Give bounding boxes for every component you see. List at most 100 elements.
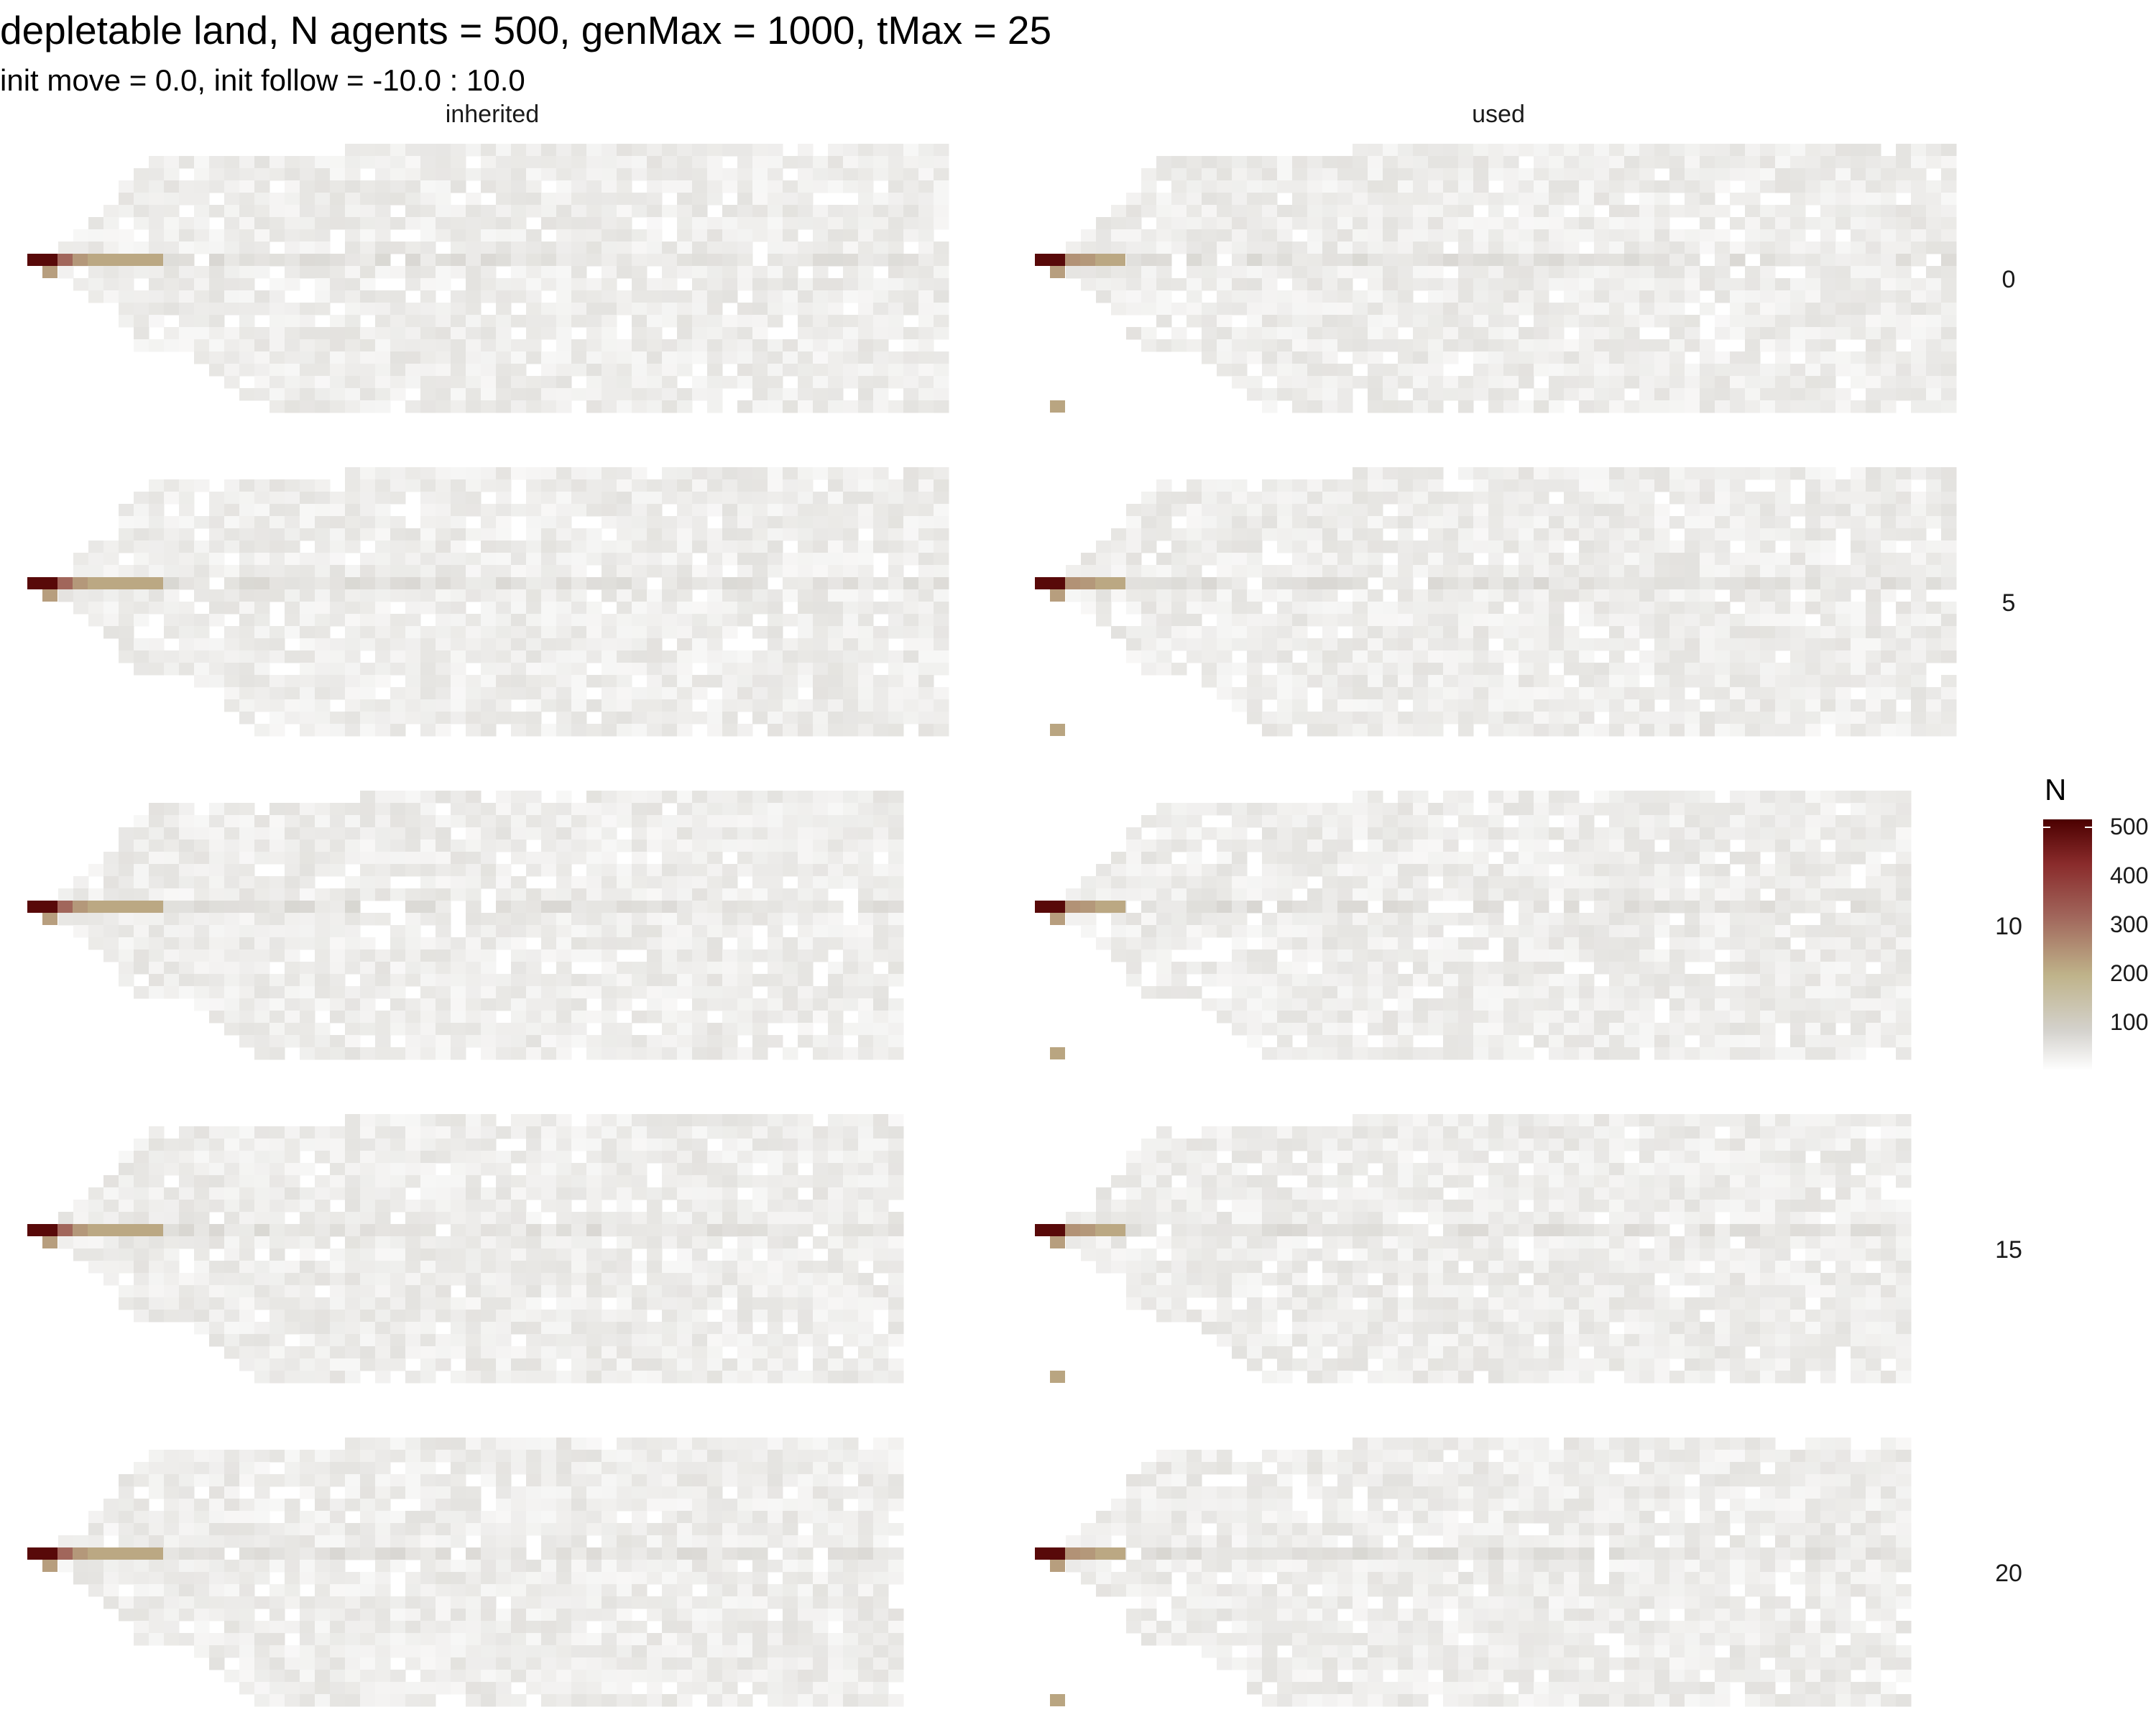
heatmap-cell	[1639, 699, 1655, 712]
heatmap-cell	[1473, 479, 1489, 492]
heatmap-cell	[451, 675, 466, 688]
heatmap-cell	[466, 193, 482, 206]
heatmap-cell	[1579, 144, 1595, 157]
heatmap-cell-high	[1035, 254, 1067, 266]
heatmap-cell	[1156, 278, 1172, 291]
heatmap-cell	[1503, 266, 1519, 279]
heatmap-cell	[1534, 516, 1549, 529]
heatmap-cell	[466, 376, 482, 389]
heatmap-cell	[1624, 364, 1640, 377]
heatmap-cell	[164, 266, 180, 279]
heatmap-cell	[1413, 217, 1429, 230]
heatmap-cell	[737, 589, 753, 602]
heatmap-cell	[888, 876, 904, 889]
heatmap-cell	[1292, 614, 1308, 627]
heatmap-cell	[164, 864, 180, 877]
heatmap-cell	[1428, 650, 1444, 663]
heatmap-cell	[405, 815, 421, 828]
heatmap-cell	[888, 663, 904, 676]
heatmap-cell	[1398, 577, 1414, 590]
heatmap-cell	[1202, 650, 1217, 663]
heatmap-cell	[1428, 266, 1444, 279]
heatmap-cell	[1669, 687, 1685, 700]
heatmap-cell	[194, 229, 210, 242]
heatmap-cell	[1156, 156, 1172, 169]
heatmap-cell	[164, 937, 180, 950]
heatmap-cell	[632, 626, 648, 639]
heatmap-cell	[1217, 528, 1233, 541]
heatmap-cell	[1262, 400, 1278, 413]
heatmap-cell	[1790, 144, 1806, 157]
heatmap-cell	[571, 675, 587, 688]
heatmap-cell	[768, 467, 783, 480]
heatmap-cell	[481, 327, 497, 340]
heatmap-cell	[677, 565, 693, 578]
heatmap-cell	[119, 614, 134, 627]
heatmap-cell	[1926, 492, 1942, 505]
heatmap-cell	[571, 303, 587, 316]
heatmap-cell	[571, 724, 587, 737]
heatmap-cell	[134, 327, 149, 340]
heatmap-cell	[1881, 229, 1897, 242]
heatmap-cell	[239, 266, 255, 279]
heatmap-cell	[1594, 290, 1610, 303]
heatmap-cell	[752, 553, 768, 566]
heatmap-cell	[1398, 290, 1414, 303]
heatmap-cell	[1398, 364, 1414, 377]
heatmap-cell	[1700, 602, 1715, 615]
heatmap-cell	[828, 339, 844, 352]
heatmap-cell	[541, 638, 557, 651]
heatmap-cell	[1428, 205, 1444, 218]
heatmap-cell	[1428, 400, 1444, 413]
heatmap-cell	[1911, 687, 1927, 700]
heatmap-cell	[1337, 553, 1353, 566]
heatmap-cell	[873, 638, 889, 651]
heatmap-cell	[1624, 553, 1640, 566]
heatmap-cell	[1624, 626, 1640, 639]
heatmap-cell	[1896, 156, 1912, 169]
heatmap-cell	[1081, 242, 1097, 254]
heatmap-cell	[1549, 699, 1565, 712]
heatmap-cell	[315, 864, 331, 877]
heatmap-cell	[888, 144, 904, 157]
heatmap-cell	[571, 937, 587, 950]
heatmap-cell	[828, 913, 844, 926]
heatmap-cell	[224, 229, 240, 242]
heatmap-cell	[1685, 376, 1700, 389]
heatmap-cell	[451, 388, 466, 401]
heatmap-cell	[828, 376, 844, 389]
heatmap-cell	[737, 528, 753, 541]
heatmap-cell	[1307, 540, 1323, 553]
heatmap-cell	[149, 492, 165, 505]
heatmap-cell	[1790, 290, 1806, 303]
heatmap-cell	[1292, 626, 1308, 639]
heatmap-cell-high	[1050, 589, 1065, 602]
heatmap-cell	[1488, 675, 1504, 688]
heatmap-cell	[556, 327, 572, 340]
heatmap-cell	[1473, 254, 1489, 267]
heatmap-cell	[556, 589, 572, 602]
heatmap-cell	[586, 400, 602, 413]
heatmap-cell	[632, 540, 648, 553]
heatmap-cell	[1820, 540, 1836, 553]
heatmap-cell	[662, 339, 678, 352]
heatmap-cell	[194, 290, 210, 303]
heatmap-cell	[1866, 565, 1881, 578]
heatmap-cell	[1579, 193, 1595, 206]
heatmap-cell	[405, 589, 421, 602]
heatmap-cell	[632, 205, 648, 218]
heatmap-cell	[768, 400, 783, 413]
heatmap-cell	[1247, 278, 1263, 291]
heatmap-cell	[511, 724, 527, 737]
heatmap-cell	[692, 156, 708, 169]
heatmap-cell	[1428, 675, 1444, 688]
heatmap-cell	[813, 528, 829, 541]
heatmap-cell	[496, 144, 512, 157]
heatmap-cell	[1458, 144, 1474, 157]
heatmap-cell	[451, 699, 466, 712]
heatmap-cell	[270, 492, 285, 505]
heatmap-cell	[1307, 278, 1323, 291]
heatmap-cell	[1639, 229, 1655, 242]
heatmap-cell	[1896, 242, 1912, 254]
heatmap-cell	[768, 516, 783, 529]
